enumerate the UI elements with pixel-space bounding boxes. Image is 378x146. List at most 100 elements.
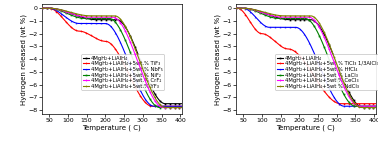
4MgH₂+LiAlH₄+5wt.% NiF₂ (158, 107, 162, 108)
4MgH₂+LiAlH₄+5wt.% NbF₅ (152, 105, 156, 107)
4MgH₂+LiAlH₄ (101, 19, 106, 21)
4MgH₂+LiAlH₄+5wt % TiCl₃ 1/3AlCl₃ (330, 99, 334, 101)
4MgH₂+LiAlH₄+5wt % CeCl₃ (295, 16, 300, 18)
4MgH₂+LiAlH₄+5wt.% NbF₅ (101, 23, 106, 24)
4MgH₂+LiAlH₄+5wt.% CrF₂ (180, 107, 184, 108)
4MgH₂+LiAlH₄+5wt.% YF₃ (96, 15, 101, 17)
4MgH₂+LiAlH₄+5wt % NdCl₃ (295, 15, 300, 17)
4MgH₂+LiAlH₄ (96, 19, 101, 21)
4MgH₂+LiAlH₄+5wt % CeCl₃ (290, 16, 295, 18)
X-axis label: Temperature ( C): Temperature ( C) (82, 124, 141, 131)
4MgH₂+LiAlH₄+5wt % TiCl₃ 1/3AlCl₃ (338, 103, 343, 105)
4MgH₂+LiAlH₄+5wt.% TiF₃ (136, 91, 140, 93)
4MgH₂+LiAlH₄+5wt.% NiF₂ (152, 103, 156, 105)
4MgH₂+LiAlH₄+5wt.% CrF₂ (101, 16, 106, 18)
4MgH₂+LiAlH₄+5wt.% NiF₂ (101, 18, 106, 19)
4MgH₂+LiAlH₄+5wt % LaCl₃ (343, 96, 347, 98)
4MgH₂+LiAlH₄+5wt.% TiF₃ (150, 105, 155, 107)
4MgH₂+LiAlH₄+5wt.% YF₃ (54, 8, 58, 10)
4MgH₂+LiAlH₄+5wt.% YF₃ (39, 7, 44, 9)
4MgH₂+LiAlH₄+5wt.% NiF₂ (180, 107, 184, 108)
4MgH₂+LiAlH₄+5wt.% TiF₃ (180, 105, 184, 107)
4MgH₂+LiAlH₄+5wt % LaCl₃ (248, 8, 252, 10)
4MgH₂+LiAlH₄+5wt % HfCl₄ (290, 26, 295, 28)
4MgH₂+LiAlH₄ (343, 83, 347, 85)
4MgH₂+LiAlH₄+5wt % HfCl₄ (345, 105, 350, 107)
4MgH₂+LiAlH₄+5wt % TiCl₃ 1/3AlCl₃ (248, 21, 252, 22)
Line: 4MgH₂+LiAlH₄: 4MgH₂+LiAlH₄ (41, 7, 183, 105)
Line: 4MgH₂+LiAlH₄+5wt.% NiF₂: 4MgH₂+LiAlH₄+5wt.% NiF₂ (41, 7, 183, 108)
4MgH₂+LiAlH₄+5wt % LaCl₃ (295, 18, 300, 19)
4MgH₂+LiAlH₄+5wt % CeCl₃ (233, 7, 238, 9)
4MgH₂+LiAlH₄+5wt.% YF₃ (152, 94, 156, 96)
4MgH₂+LiAlH₄+5wt.% NiF₂ (54, 8, 58, 10)
4MgH₂+LiAlH₄+5wt % TiCl₃ 1/3AlCl₃ (295, 53, 300, 54)
4MgH₂+LiAlH₄+5wt % LaCl₃ (353, 105, 358, 107)
4MgH₂+LiAlH₄+5wt.% YF₃ (101, 15, 106, 17)
4MgH₂+LiAlH₄+5wt % CeCl₃ (357, 105, 362, 107)
4MgH₂+LiAlH₄+5wt.% CrF₂ (39, 7, 44, 9)
4MgH₂+LiAlH₄+5wt % TiCl₃ 1/3AlCl₃ (374, 103, 378, 105)
4MgH₂+LiAlH₄+5wt.% TiF₃ (39, 7, 44, 9)
4MgH₂+LiAlH₄+5wt.% NiF₂ (96, 18, 101, 19)
Line: 4MgH₂+LiAlH₄: 4MgH₂+LiAlH₄ (235, 7, 377, 108)
4MgH₂+LiAlH₄+5wt % LaCl₃ (330, 66, 334, 68)
4MgH₂+LiAlH₄+5wt % CeCl₃ (374, 105, 378, 107)
4MgH₂+LiAlH₄ (330, 51, 334, 53)
4MgH₂+LiAlH₄+5wt % CeCl₃ (248, 8, 252, 10)
4MgH₂+LiAlH₄+5wt % LaCl₃ (345, 100, 350, 101)
Y-axis label: Hydrogen released (wt %): Hydrogen released (wt %) (20, 14, 27, 105)
Line: 4MgH₂+LiAlH₄+5wt.% YF₃: 4MgH₂+LiAlH₄+5wt.% YF₃ (41, 7, 183, 108)
4MgH₂+LiAlH₄+5wt % NdCl₃ (343, 85, 347, 87)
Line: 4MgH₂+LiAlH₄+5wt % CeCl₃: 4MgH₂+LiAlH₄+5wt % CeCl₃ (235, 7, 377, 107)
4MgH₂+LiAlH₄+5wt.% NbF₅ (136, 85, 140, 86)
4MgH₂+LiAlH₄ (374, 107, 378, 108)
4MgH₂+LiAlH₄ (295, 19, 300, 21)
4MgH₂+LiAlH₄+5wt.% YF₃ (163, 107, 168, 108)
4MgH₂+LiAlH₄+5wt % NdCl₃ (233, 7, 238, 9)
Line: 4MgH₂+LiAlH₄+5wt % TiCl₃ 1/3AlCl₃: 4MgH₂+LiAlH₄+5wt % TiCl₃ 1/3AlCl₃ (235, 7, 377, 105)
4MgH₂+LiAlH₄ (345, 89, 350, 90)
Legend: 4MgH₂+LiAlH₄, 4MgH₂+LiAlH₄+5wt.% TiF₃, 4MgH₂+LiAlH₄+5wt.% NbF₅, 4MgH₂+LiAlH₄+5wt: 4MgH₂+LiAlH₄, 4MgH₂+LiAlH₄+5wt.% TiF₃, 4… (82, 54, 164, 90)
4MgH₂+LiAlH₄+5wt % NdCl₃ (330, 51, 334, 52)
4MgH₂+LiAlH₄+5wt % HfCl₄ (342, 105, 347, 107)
4MgH₂+LiAlH₄+5wt.% CrF₂ (149, 93, 153, 95)
4MgH₂+LiAlH₄+5wt.% CrF₂ (161, 107, 166, 108)
4MgH₂+LiAlH₄+5wt % LaCl₃ (233, 7, 238, 9)
4MgH₂+LiAlH₄+5wt % NdCl₃ (345, 91, 350, 92)
4MgH₂+LiAlH₄ (163, 103, 168, 105)
4MgH₂+LiAlH₄ (233, 7, 238, 9)
4MgH₂+LiAlH₄+5wt.% TiF₃ (152, 105, 156, 107)
4MgH₂+LiAlH₄ (149, 86, 153, 88)
X-axis label: Temperature ( C): Temperature ( C) (276, 124, 335, 131)
4MgH₂+LiAlH₄+5wt.% TiF₃ (149, 105, 153, 107)
Line: 4MgH₂+LiAlH₄+5wt.% NbF₅: 4MgH₂+LiAlH₄+5wt.% NbF₅ (41, 7, 183, 107)
4MgH₂+LiAlH₄+5wt.% NiF₂ (136, 72, 140, 74)
4MgH₂+LiAlH₄+5wt % CeCl₃ (343, 88, 347, 90)
4MgH₂+LiAlH₄ (180, 103, 184, 105)
4MgH₂+LiAlH₄+5wt % HfCl₄ (233, 7, 238, 9)
4MgH₂+LiAlH₄+5wt.% CrF₂ (96, 16, 101, 18)
4MgH₂+LiAlH₄+5wt % HfCl₄ (248, 11, 252, 12)
4MgH₂+LiAlH₄ (136, 54, 140, 55)
4MgH₂+LiAlH₄+5wt.% NbF₅ (149, 105, 153, 106)
4MgH₂+LiAlH₄+5wt.% CrF₂ (152, 98, 156, 100)
4MgH₂+LiAlH₄+5wt % LaCl₃ (374, 105, 378, 107)
4MgH₂+LiAlH₄+5wt % TiCl₃ 1/3AlCl₃ (345, 103, 350, 105)
4MgH₂+LiAlH₄ (290, 19, 295, 21)
4MgH₂+LiAlH₄+5wt % TiCl₃ 1/3AlCl₃ (290, 49, 295, 51)
4MgH₂+LiAlH₄+5wt.% NbF₅ (180, 105, 184, 107)
4MgH₂+LiAlH₄+5wt.% NiF₂ (149, 100, 153, 102)
4MgH₂+LiAlH₄+5wt.% TiF₃ (101, 40, 106, 42)
4MgH₂+LiAlH₄ (152, 91, 156, 93)
4MgH₂+LiAlH₄+5wt % NdCl₃ (248, 8, 252, 10)
4MgH₂+LiAlH₄+5wt % HfCl₄ (343, 105, 347, 107)
4MgH₂+LiAlH₄+5wt.% NbF₅ (152, 105, 156, 107)
4MgH₂+LiAlH₄+5wt.% TiF₃ (54, 10, 58, 12)
4MgH₂+LiAlH₄ (361, 107, 365, 108)
4MgH₂+LiAlH₄+5wt % NdCl₃ (359, 107, 364, 108)
Line: 4MgH₂+LiAlH₄+5wt.% CrF₂: 4MgH₂+LiAlH₄+5wt.% CrF₂ (41, 7, 183, 108)
4MgH₂+LiAlH₄+5wt % TiCl₃ 1/3AlCl₃ (233, 7, 238, 9)
Line: 4MgH₂+LiAlH₄+5wt % NdCl₃: 4MgH₂+LiAlH₄+5wt % NdCl₃ (235, 7, 377, 108)
4MgH₂+LiAlH₄+5wt.% NbF₅ (96, 23, 101, 24)
